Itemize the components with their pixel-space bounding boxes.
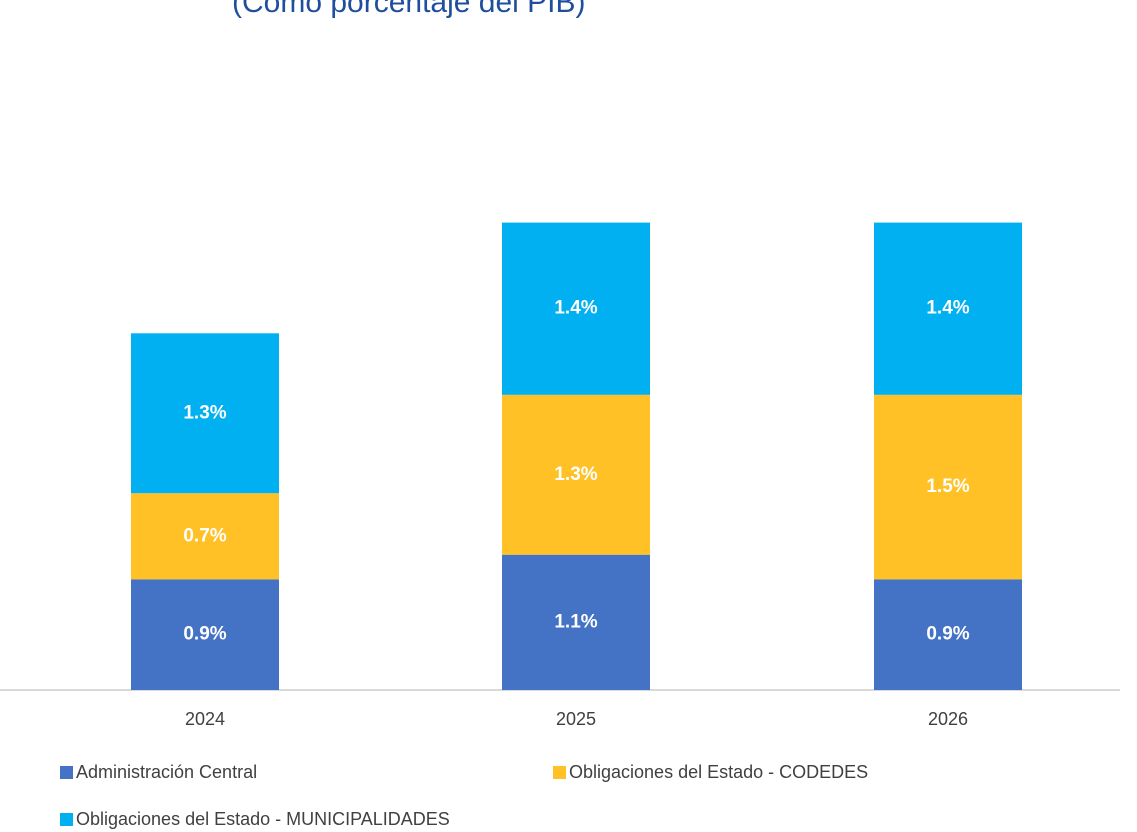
- bar-segment: [874, 394, 1022, 580]
- legend-swatch: [553, 766, 566, 779]
- data-label: 0.9%: [926, 624, 969, 645]
- x-tick-label: 2024: [185, 709, 225, 729]
- bar-segment: [502, 394, 650, 555]
- legend-label: Obligaciones del Estado - CODEDES: [569, 762, 868, 782]
- bar-segment: [502, 554, 650, 690]
- bar-segment: [131, 579, 279, 690]
- data-label: 1.1%: [554, 611, 597, 632]
- chart-subtitle: (Como porcentaje del PIB): [232, 0, 586, 19]
- data-label: 1.3%: [554, 464, 597, 485]
- bar-segment: [874, 579, 1022, 690]
- data-label: 0.7%: [183, 525, 226, 546]
- legend-label: Obligaciones del Estado - MUNICIPALIDADE…: [76, 809, 450, 829]
- bar-segment: [131, 493, 279, 580]
- bar-segment: [874, 222, 1022, 395]
- legend-swatch: [60, 813, 73, 826]
- x-tick-label: 2026: [928, 709, 968, 729]
- bar-segment: [131, 333, 279, 494]
- legend-swatch: [60, 766, 73, 779]
- data-label: 1.3%: [183, 402, 226, 423]
- data-label: 1.4%: [554, 298, 597, 319]
- legend-label: Administración Central: [76, 762, 257, 782]
- data-label: 1.4%: [926, 298, 969, 319]
- data-label: 0.9%: [183, 624, 226, 645]
- x-tick-label: 2025: [556, 709, 596, 729]
- bar-segment: [502, 222, 650, 395]
- data-label: 1.5%: [926, 476, 969, 497]
